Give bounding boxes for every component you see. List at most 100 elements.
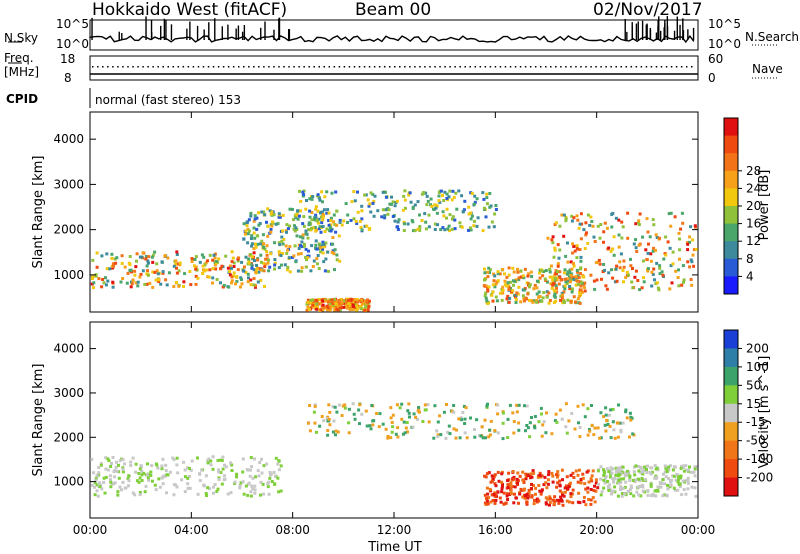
heatmap-cell [545,295,549,299]
heatmap-cell [641,235,644,239]
heatmap-cell [671,474,675,478]
heatmap-cell [94,476,98,480]
heatmap-cell [427,213,431,217]
heatmap-cell [312,259,316,263]
heatmap-cell [146,259,150,263]
heatmap-cell [418,225,422,228]
heatmap-cell [103,491,107,495]
heatmap-cell [94,274,98,278]
heatmap-cell [226,266,230,270]
heatmap-cell [501,285,505,289]
heatmap-cell [464,406,468,410]
heatmap-cell [104,276,107,280]
heatmap-cell [527,491,531,495]
heatmap-cell [321,251,325,255]
heatmap-cell [454,191,458,195]
heatmap-cell [138,491,142,494]
heatmap-cell [215,489,219,493]
heatmap-cell [354,219,358,223]
colorbar-swatch [724,170,738,189]
heatmap-cell [562,271,566,275]
heatmap-cell [585,231,588,235]
heatmap-cell [575,279,579,283]
heatmap-cell [554,284,558,288]
heatmap-cell [681,464,685,468]
heatmap-cell [679,227,683,231]
heatmap-cell [631,286,635,290]
heatmap-cell [256,266,260,270]
heatmap-cell [646,269,650,273]
heatmap-cell [396,426,400,430]
heatmap-cell [193,258,197,261]
velocity-ylabel: Slant Range [km] [31,364,46,477]
heatmap-cell [565,499,569,503]
heatmap-cell [606,423,610,426]
heatmap-cell [642,280,646,284]
heatmap-cell [135,259,138,263]
heatmap-cell [629,492,633,496]
heatmap-cell [485,499,489,503]
heatmap-cell [314,215,318,219]
heatmap-cell [569,274,573,278]
heatmap-cell [277,215,281,219]
heatmap-cell [624,480,628,484]
heatmap-cell [324,257,328,261]
nave-dot [97,66,99,68]
heatmap-cell [134,265,138,269]
heatmap-cell [353,303,357,307]
heatmap-cell [292,227,296,231]
heatmap-cell [586,433,590,437]
heatmap-cell [674,269,678,273]
heatmap-cell [315,257,319,261]
heatmap-cell [548,270,552,274]
heatmap-cell [521,478,525,482]
heatmap-cell [274,456,278,460]
heatmap-cell [376,209,380,213]
heatmap-cell [230,266,233,270]
heatmap-cell [427,225,431,229]
heatmap-cell [546,478,550,482]
heatmap-cell [613,436,617,440]
heatmap-cell [286,227,290,231]
heatmap-cell [351,308,355,311]
heatmap-cell [693,224,697,228]
heatmap-cell [610,490,614,494]
nave-dot [167,66,169,68]
heatmap-cell [229,461,233,465]
nave-dot [222,66,225,68]
heatmap-cell [522,297,526,301]
heatmap-cell [690,485,694,489]
heatmap-cell [365,424,369,428]
heatmap-cell [562,494,566,498]
nave-dot [192,66,195,68]
heatmap-cell [469,191,473,195]
heatmap-cell [589,273,593,277]
heatmap-cell [346,213,350,217]
heatmap-cell [677,284,681,288]
heatmap-cell [426,199,430,203]
heatmap-cell [619,477,623,481]
heatmap-cell [372,419,376,423]
heatmap-cell [568,500,571,504]
heatmap-cell [534,492,537,496]
heatmap-cell [554,412,558,416]
heatmap-cell [501,291,505,295]
heatmap-cell [273,267,277,271]
heatmap-cell [630,416,634,420]
heatmap-cell [555,286,558,290]
heatmap-cell [244,484,248,488]
heatmap-cell [496,403,500,407]
heatmap-cell [432,207,435,211]
heatmap-cell [613,280,617,284]
heatmap-cell [633,473,637,477]
heatmap-cell [606,480,610,483]
heatmap-cell [121,470,125,474]
heatmap-cell [532,299,536,303]
heatmap-cell [608,424,612,428]
heatmap-cell [194,274,198,278]
heatmap-cell [577,421,580,425]
heatmap-cell [562,299,566,303]
heatmap-cell [372,199,376,203]
nave-dot [630,66,633,68]
